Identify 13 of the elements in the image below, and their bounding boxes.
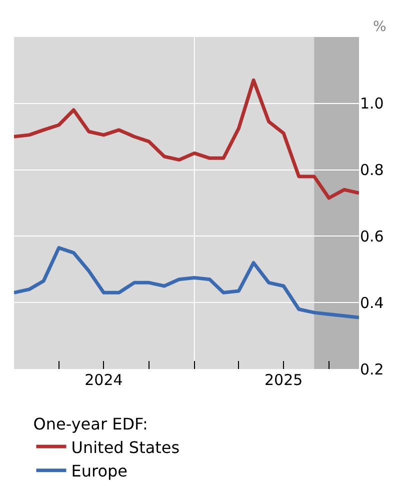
y-tick-label: 0.4 — [360, 294, 384, 312]
y-tick-label: 1.0 — [360, 94, 384, 113]
legend-label: United States — [71, 438, 180, 457]
y-tick-label: 0.8 — [360, 161, 384, 180]
y-axis-title: % — [373, 19, 386, 35]
line-series — [14, 78, 359, 200]
x-tick-label: 2024 — [84, 371, 123, 389]
x-tick-label: 2025 — [264, 371, 303, 389]
y-tick-label: 0.6 — [360, 227, 384, 246]
y-tick-label: 0.2 — [360, 360, 384, 378]
legend-label: Europe — [71, 462, 128, 481]
legend-title: One-year EDF: — [33, 414, 148, 434]
line-series — [14, 246, 359, 320]
